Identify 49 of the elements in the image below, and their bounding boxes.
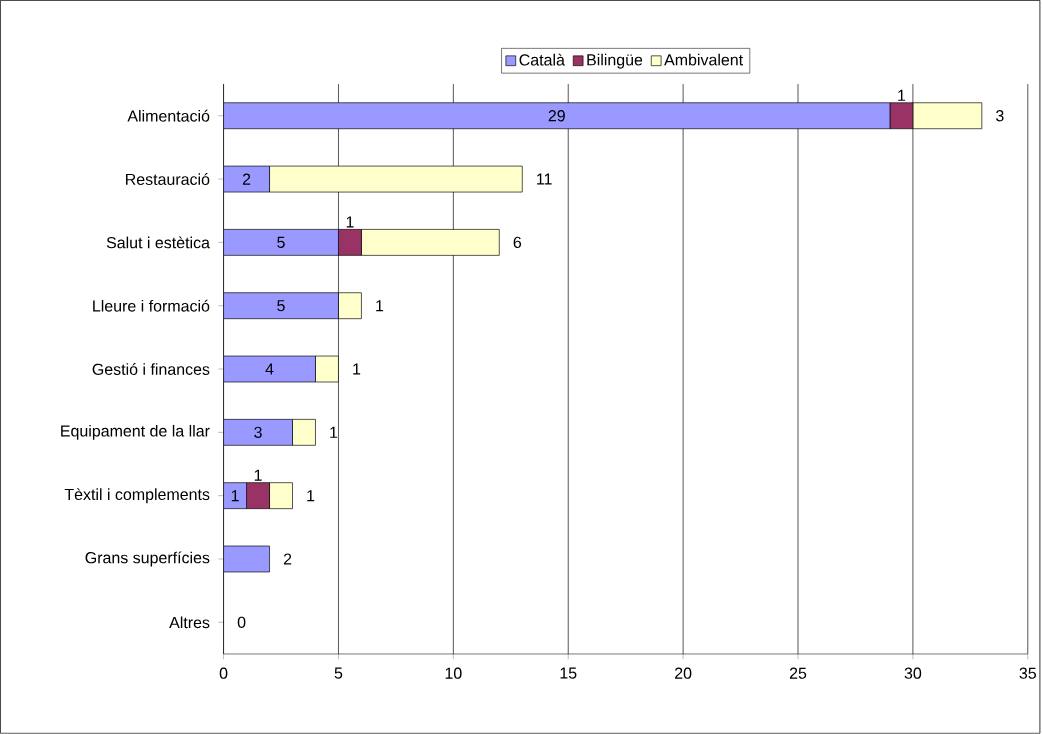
y-tick-label: Tèxtil i complements (64, 488, 210, 504)
x-tick-label: 20 (675, 667, 692, 679)
x-tick-label: 25 (789, 667, 807, 679)
data-label: 1 (353, 363, 361, 375)
y-tick-label: Equipament de la llar (61, 425, 210, 440)
bar (223, 355, 316, 383)
x-tick-label: 0 (219, 667, 228, 679)
y-tick-label: Altres (169, 616, 210, 629)
x-tick-label: 10 (445, 667, 462, 679)
bar (223, 292, 339, 320)
data-label: 1 (307, 490, 315, 502)
data-label: 2 (242, 173, 251, 185)
legend-label: Català (519, 53, 565, 66)
data-label: 5 (277, 300, 285, 312)
data-label: 0 (237, 616, 246, 629)
y-tick-label: Grans superfícies (85, 551, 210, 567)
data-label: 3 (254, 426, 262, 439)
bar (223, 545, 270, 573)
data-label: 5 (277, 236, 285, 249)
data-label: 2 (283, 553, 292, 565)
y-tick-label: Alimentació (127, 109, 210, 122)
bar (338, 292, 362, 320)
data-label: 1 (254, 469, 262, 481)
bar (269, 165, 523, 193)
data-label: 1 (231, 490, 239, 502)
data-label: 1 (346, 216, 354, 228)
x-tick-label: 35 (1019, 667, 1036, 679)
legend-label: Bilingüe (587, 53, 643, 69)
data-label: 1 (898, 90, 906, 101)
data-label: 3 (996, 110, 1004, 122)
bar (315, 355, 339, 383)
data-label: 4 (265, 363, 274, 375)
data-label: 1 (376, 300, 384, 312)
x-tick-label: 15 (560, 667, 577, 679)
data-label: 1 (330, 426, 338, 438)
data-label: 11 (537, 173, 552, 185)
x-tick-label: 30 (904, 667, 922, 679)
y-tick-label: Lleure i formació (93, 299, 210, 312)
bar (223, 229, 339, 256)
y-tick-label: Gestió i finances (92, 363, 210, 376)
y-tick-label: Restauració (126, 173, 210, 186)
bar (292, 419, 316, 446)
bar (223, 102, 891, 130)
bar (223, 419, 293, 446)
data-label: 6 (513, 236, 522, 249)
x-tick-label: 5 (334, 667, 343, 679)
data-label: 29 (548, 110, 565, 122)
y-tick-label: Salut i estètica (106, 236, 210, 249)
legend-label: Ambivalent (664, 53, 744, 66)
